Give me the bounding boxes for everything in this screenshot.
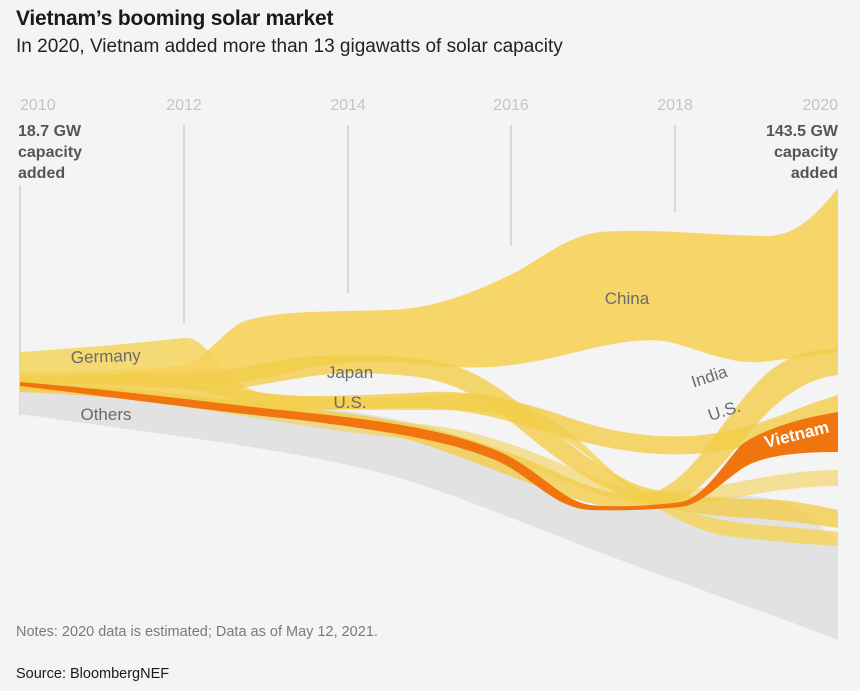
start-annotation-line-2: capacity [18,144,82,161]
series-labels: Germany Others Japan U.S. China India U.… [71,289,831,452]
start-annotation-line-3: added [18,165,65,182]
x-tick-2016: 2016 [493,97,529,114]
x-tick-2018: 2018 [657,97,693,114]
label-germany: Germany [71,346,142,367]
chart-notes: Notes: 2020 data is estimated; Data as o… [16,624,378,640]
label-india: India [689,362,730,392]
x-tick-2012: 2012 [166,97,202,114]
label-us-left: U.S. [333,393,366,412]
end-annotation-line-2: capacity [774,144,838,161]
end-annotation-line-1: 143.5 GW [766,123,839,140]
x-tick-2014: 2014 [330,97,366,114]
series-us-area [20,380,838,455]
end-annotation-line-3: added [791,165,838,182]
series-china-area [20,188,838,386]
label-china: China [605,289,650,308]
series-japan-area [20,355,838,528]
series-other-streams [20,382,838,506]
start-capacity-annotation: 18.7 GW capacity added [18,123,82,182]
label-others: Others [80,405,131,424]
label-japan: Japan [327,363,373,382]
x-tick-2020: 2020 [802,97,838,114]
series-vietnam-area [20,382,838,511]
chart-source: Source: BloombergNEF [16,666,170,682]
start-annotation-line-1: 18.7 GW [18,123,82,140]
chart-subtitle: In 2020, Vietnam added more than 13 giga… [16,36,563,57]
chart-title: Vietnam’s booming solar market [16,7,334,30]
x-axis-year-labels: 2010 2012 2014 2016 2018 2020 [20,97,838,114]
end-capacity-annotation: 143.5 GW capacity added [766,123,839,182]
x-tick-2010: 2010 [20,97,56,114]
